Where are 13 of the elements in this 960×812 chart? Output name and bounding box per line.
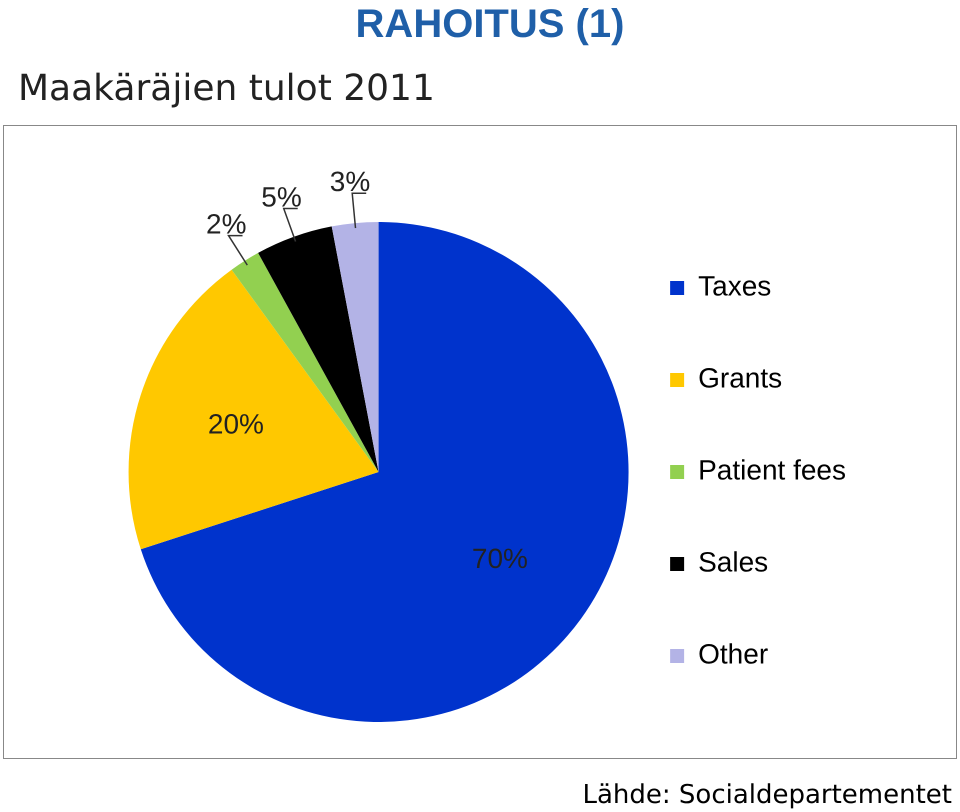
data-label: 5% <box>261 181 302 212</box>
legend-label: Sales <box>698 546 768 578</box>
data-label: 70% <box>472 542 528 574</box>
data-label: 20% <box>208 408 264 440</box>
legend-label: Taxes <box>698 270 772 302</box>
legend-label: Other <box>698 638 768 670</box>
data-label: 2% <box>206 208 247 240</box>
chart-title: RAHOITUS (1) <box>354 2 626 47</box>
legend-label: Grants <box>698 362 782 394</box>
legend-label: Patient fees <box>698 454 846 486</box>
text: Lähde: Socialdepartementet <box>582 780 952 810</box>
chart-subtitle: Maakäräjien tulot 2011 <box>18 68 435 109</box>
data-label: 3% <box>330 166 370 197</box>
